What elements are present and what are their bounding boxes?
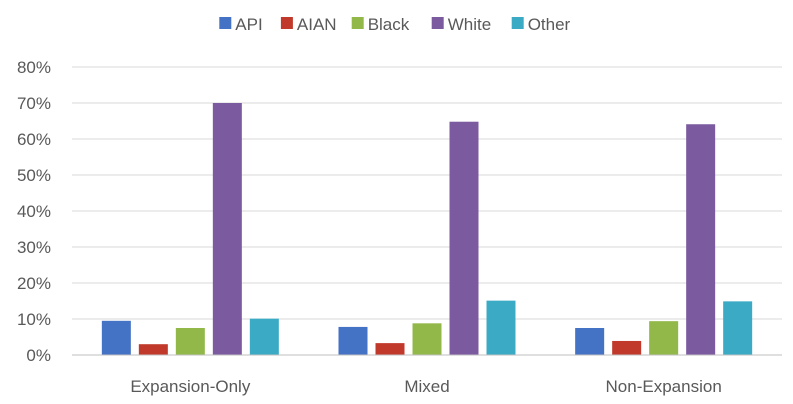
bar-black-mixed [412, 323, 442, 355]
x-axis: Expansion-Only Mixed Non-Expansion [72, 354, 782, 396]
legend-swatch [219, 17, 232, 29]
legend-label: Black [368, 15, 410, 34]
y-tick-label: 60% [17, 130, 51, 149]
y-tick-label: 50% [17, 166, 51, 185]
bar-black-non-expansion [649, 321, 679, 355]
bar-white-non-expansion [686, 124, 716, 356]
x-tick-label: Non-Expansion [606, 377, 722, 396]
bar-other-mixed [486, 300, 516, 355]
bar-white-expansion-only [212, 103, 242, 355]
legend-item-api: API [219, 15, 263, 34]
legend: API AIAN Black White Other [219, 15, 571, 34]
y-tick-label: 40% [17, 202, 51, 221]
bar-white-mixed [449, 121, 479, 355]
bar-api-non-expansion [575, 328, 605, 355]
legend-label: API [235, 15, 262, 34]
bar-black-expansion-only [175, 328, 205, 355]
legend-swatch [431, 17, 444, 29]
legend-item-other: Other [511, 15, 571, 34]
bar-aian-mixed [375, 343, 405, 355]
y-axis: 0% 10% 20% 30% 40% 50% 60% 70% 80% [17, 58, 51, 365]
bar-other-expansion-only [249, 318, 279, 355]
y-tick-label: 0% [26, 346, 51, 365]
y-tick-label: 10% [17, 310, 51, 329]
bars [101, 103, 753, 356]
bar-api-expansion-only [101, 320, 131, 355]
legend-item-aian: AIAN [280, 15, 337, 34]
bar-other-non-expansion [723, 301, 753, 355]
legend-item-black: Black [351, 15, 410, 34]
legend-label: White [448, 15, 491, 34]
y-tick-label: 70% [17, 94, 51, 113]
legend-swatch [511, 17, 524, 29]
legend-label: AIAN [297, 15, 337, 34]
bar-aian-expansion-only [138, 344, 168, 355]
gridlines [72, 66, 782, 320]
bar-api-mixed [338, 326, 368, 355]
y-tick-label: 80% [17, 58, 51, 77]
x-tick-label: Mixed [404, 377, 449, 396]
legend-swatch [280, 17, 293, 29]
legend-item-white: White [431, 15, 491, 34]
legend-swatch [351, 17, 364, 29]
y-tick-label: 30% [17, 238, 51, 257]
y-tick-label: 20% [17, 274, 51, 293]
legend-label: Other [528, 15, 571, 34]
bar-aian-non-expansion [612, 340, 642, 355]
x-tick-label: Expansion-Only [130, 377, 251, 396]
